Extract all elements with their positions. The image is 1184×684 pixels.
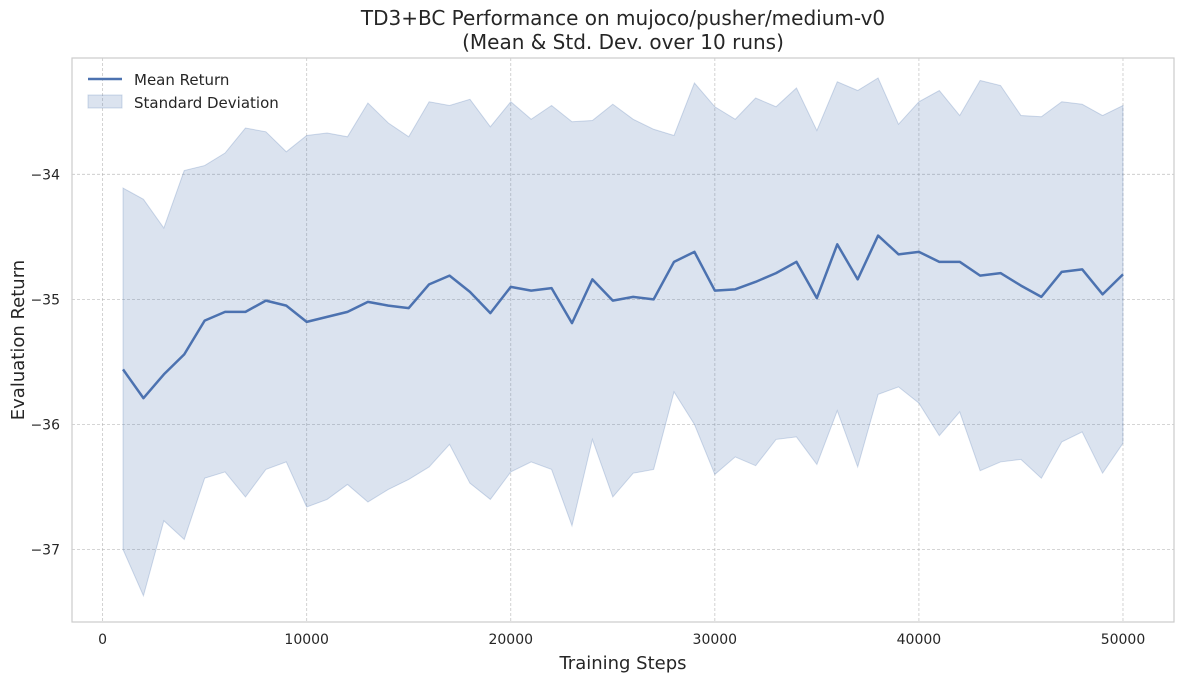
x-axis-label: Training Steps (558, 653, 686, 674)
mean-line-layer (122, 234, 1124, 400)
y-tick-label: −34 (30, 167, 60, 183)
std-deviation-band (122, 77, 1124, 598)
legend-label-std: Standard Deviation (134, 94, 279, 112)
x-tick-label: 10000 (284, 632, 329, 648)
chart-subtitle: (Mean & Std. Dev. over 10 runs) (462, 30, 784, 54)
y-tick-label: −37 (30, 542, 60, 558)
x-tick-label: 20000 (488, 632, 533, 648)
x-tick-label: 50000 (1101, 632, 1146, 648)
x-tick-label: 0 (98, 632, 107, 648)
legend-band-swatch (87, 94, 123, 109)
chart-title: TD3+BC Performance on mujoco/pusher/medi… (360, 6, 885, 30)
legend: Mean Return Standard Deviation (87, 71, 279, 112)
plot-frame (71, 57, 1175, 623)
y-tick-label: −35 (30, 292, 60, 308)
mean-return-line (122, 234, 1124, 400)
legend-label-mean: Mean Return (134, 71, 229, 89)
x-tick-label: 30000 (693, 632, 738, 648)
y-tick-label: −36 (30, 417, 60, 433)
y-axis-ticks: −37 −36 −35 −34 (30, 167, 60, 558)
x-axis-ticks: 0 10000 20000 30000 40000 50000 (98, 632, 1145, 648)
std-band-layer (122, 77, 1124, 598)
y-axis-label: Evaluation Return (8, 260, 29, 420)
x-tick-label: 40000 (897, 632, 942, 648)
